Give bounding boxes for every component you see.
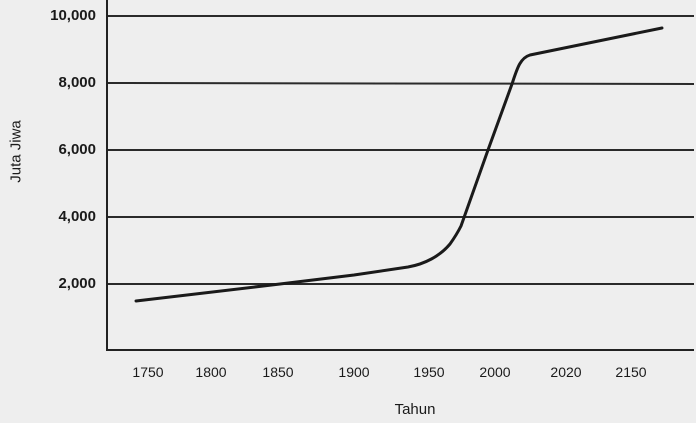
- y-tick-2000: 2,000: [58, 275, 96, 292]
- x-axis-title: Tahun: [394, 401, 436, 418]
- x-tick-1750: 1750: [132, 364, 164, 380]
- x-tick-2150: 2150: [615, 364, 647, 380]
- x-tick-2020: 2020: [550, 364, 582, 380]
- x-tick-1800: 1800: [195, 364, 227, 380]
- y-axis-title: Juta Jiwa: [7, 120, 25, 183]
- population-line: [134, 26, 664, 303]
- gridlines: [106, 15, 695, 285]
- y-tick-4000: 4,000: [58, 208, 96, 225]
- y-tick-6000: 6,000: [58, 141, 96, 158]
- y-tick-10000: 10,000: [50, 7, 96, 24]
- x-tick-1950: 1950: [413, 364, 445, 380]
- x-tick-1850: 1850: [262, 364, 294, 380]
- y-tick-8000: 8,000: [58, 74, 96, 91]
- x-tick-2000: 2000: [479, 364, 511, 380]
- gridline-8000: [106, 82, 695, 85]
- x-tick-1900: 1900: [338, 364, 370, 380]
